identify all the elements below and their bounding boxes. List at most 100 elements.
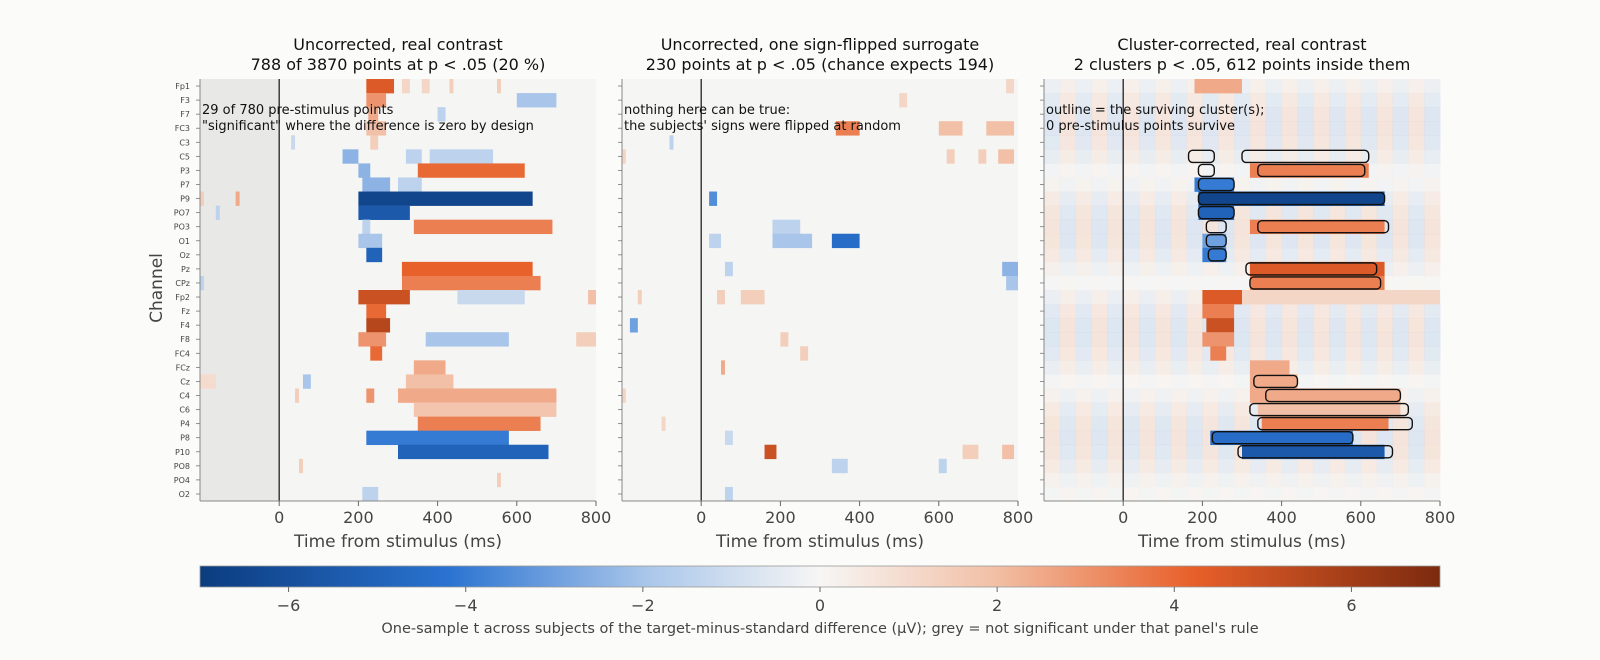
background-cell	[1424, 472, 1441, 488]
background-cell	[1107, 402, 1124, 418]
background-cell	[1059, 290, 1077, 305]
background-cell	[1059, 219, 1077, 235]
background-cell	[1154, 402, 1172, 418]
heatmap-cell	[413, 219, 553, 235]
background-cell	[1408, 360, 1425, 375]
background-cell	[1044, 346, 1061, 361]
background-cell	[1123, 430, 1140, 446]
background-cell	[1170, 191, 1188, 207]
background-cell	[1329, 177, 1346, 193]
background-cell	[1265, 79, 1283, 94]
colorbar-tick-label: −6	[277, 596, 301, 615]
background-cell	[1265, 177, 1283, 193]
background-cell	[1344, 486, 1362, 502]
background-cell	[1091, 430, 1108, 446]
cluster-outline	[1257, 219, 1390, 234]
background-cell	[1075, 205, 1093, 221]
background-cell	[1392, 374, 1409, 389]
background-cell	[1392, 93, 1409, 108]
background-cell	[1170, 107, 1188, 122]
background-cell	[1408, 374, 1425, 389]
background-cell	[1154, 79, 1172, 94]
background-cell	[1424, 275, 1441, 291]
background-cell	[1170, 247, 1188, 263]
background-cell	[1392, 177, 1409, 193]
background-cell	[1265, 318, 1283, 333]
cluster-outline	[1257, 163, 1366, 178]
background-cell	[1075, 79, 1093, 94]
background-cell	[1170, 304, 1188, 319]
background-cell	[1329, 472, 1346, 488]
background-cell	[1281, 107, 1298, 122]
background-cell	[1123, 247, 1140, 263]
background-cell	[1281, 79, 1298, 94]
background-cell	[1218, 275, 1235, 291]
background-cell	[1044, 444, 1061, 460]
background-cell	[1107, 290, 1124, 305]
background-cell	[1123, 121, 1140, 136]
background-cell	[1297, 79, 1314, 94]
cluster-outline	[1187, 149, 1215, 164]
cluster-outline	[1245, 262, 1378, 276]
heatmap-cell	[449, 79, 454, 94]
x-axis-label: Time from stimulus (ms)	[1137, 532, 1346, 552]
background-cell	[1154, 290, 1172, 305]
channel-label: PO4	[174, 476, 190, 485]
heatmap-cell	[962, 444, 979, 460]
background-cell	[1107, 135, 1124, 150]
channel-label: FC3	[175, 124, 190, 133]
background-cell	[1218, 402, 1235, 418]
background-cell	[1234, 247, 1251, 263]
background-cell	[1075, 430, 1093, 446]
background-cell	[1297, 121, 1314, 136]
background-cell	[1075, 486, 1093, 502]
background-cell	[1154, 205, 1172, 221]
background-cell	[1218, 486, 1235, 502]
background-cell	[1059, 388, 1077, 404]
background-cell	[1139, 275, 1156, 291]
background-cell	[1154, 346, 1172, 361]
background-cell	[1139, 93, 1156, 108]
heatmap-cell	[835, 121, 860, 136]
background-cell	[1044, 219, 1061, 235]
background-cell	[1107, 444, 1124, 460]
background-cell	[1202, 275, 1219, 291]
background-cell	[1123, 163, 1140, 178]
heatmap-cell	[1210, 430, 1353, 446]
panel-title: Uncorrected, one sign-flipped surrogate	[661, 35, 980, 54]
heatmap-cell	[413, 402, 557, 417]
background-cell	[1107, 149, 1124, 164]
background-cell	[1297, 486, 1314, 502]
background-cell	[1154, 472, 1172, 488]
background-cell	[1408, 388, 1425, 404]
background-cell	[1360, 374, 1378, 389]
background-cell	[1186, 121, 1203, 136]
background-cell	[1249, 472, 1267, 488]
background-cell	[1107, 388, 1124, 404]
background-cell	[1154, 261, 1172, 277]
panel-note: 0 pre-stimulus points survive	[1046, 119, 1235, 134]
background-cell	[1329, 304, 1346, 319]
background-cell	[1123, 149, 1140, 164]
background-cell	[1360, 233, 1378, 249]
heatmap-cell	[497, 79, 501, 94]
background-cell	[1170, 360, 1188, 375]
heatmap-cell	[831, 458, 848, 474]
background-cell	[1075, 388, 1093, 404]
background-cell	[1075, 135, 1093, 150]
background-cell	[1392, 107, 1409, 122]
background-cell	[1297, 458, 1314, 474]
heatmap-cell	[437, 107, 446, 122]
background-cell	[1123, 304, 1140, 319]
background-cell	[1344, 472, 1362, 488]
background-cell	[1091, 374, 1108, 389]
background-cell	[1424, 107, 1441, 122]
background-cell	[1392, 472, 1409, 488]
background-cell	[1139, 332, 1156, 347]
background-cell	[1186, 219, 1203, 235]
background-cell	[1424, 163, 1441, 178]
background-cell	[1424, 233, 1441, 249]
background-cell	[1170, 416, 1188, 432]
background-cell	[1044, 472, 1061, 488]
background-cell	[1044, 93, 1061, 108]
